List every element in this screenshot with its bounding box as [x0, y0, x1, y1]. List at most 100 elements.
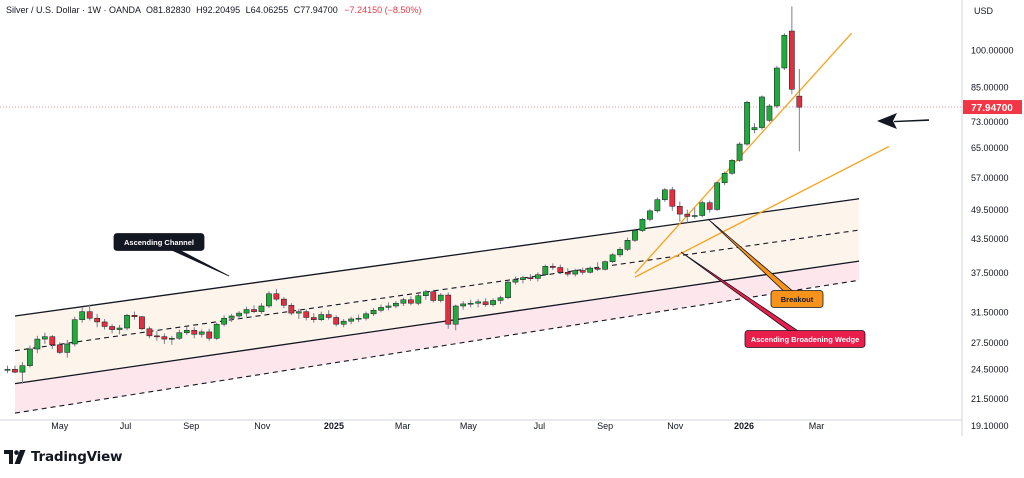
- candle: [691, 207, 698, 219]
- candle-body: [318, 314, 325, 320]
- candle: [632, 228, 638, 242]
- time-tick-label: Mar: [809, 421, 825, 431]
- lower-band-fill: [14, 261, 860, 414]
- time-tick-label: May: [460, 421, 478, 431]
- candle-body: [176, 332, 183, 339]
- candle-body: [146, 328, 153, 337]
- candle: [340, 318, 347, 328]
- candle-body: [617, 249, 623, 256]
- candle: [303, 309, 310, 321]
- candle: [378, 304, 384, 313]
- brand[interactable]: TradingView: [4, 449, 123, 465]
- candle: [520, 275, 526, 284]
- candle-body: [4, 369, 11, 371]
- candle-body: [378, 307, 384, 311]
- candle-body: [482, 301, 489, 305]
- candle-body: [691, 215, 698, 217]
- candle: [34, 335, 41, 354]
- time-tick-label: 2025: [324, 421, 344, 431]
- candle-body: [662, 189, 668, 200]
- candle-body: [505, 281, 511, 299]
- ohlc-open: O81.82830: [146, 5, 191, 15]
- candle-body: [699, 202, 706, 216]
- candle-body: [654, 199, 661, 212]
- wedge-callout: Ascending Broadening Wedge: [680, 251, 866, 348]
- candle-body: [206, 331, 213, 339]
- candle-body: [131, 315, 138, 317]
- candle: [564, 268, 571, 277]
- wedge-callout-box: [744, 330, 866, 348]
- candle: [393, 301, 399, 309]
- candle-body: [348, 318, 354, 322]
- candle: [751, 123, 758, 134]
- candle: [161, 333, 168, 344]
- candle-body: [796, 95, 803, 108]
- candle-body: [86, 311, 93, 319]
- candle: [744, 100, 750, 146]
- ohlc-change: −7.24150 (−8.50%): [344, 5, 422, 15]
- candle: [497, 295, 504, 304]
- candle: [505, 280, 511, 300]
- candle-body: [781, 34, 788, 69]
- price-tick-label: 27.50000: [971, 338, 1009, 348]
- candle-body: [437, 294, 444, 301]
- candle-body: [549, 266, 556, 268]
- brand-name: TradingView: [31, 449, 123, 465]
- wedge-upper-line: [634, 32, 853, 274]
- candle: [42, 332, 48, 344]
- candle-body: [183, 330, 190, 333]
- candle: [79, 307, 86, 323]
- candle: [266, 291, 272, 309]
- candle: [4, 365, 11, 374]
- candle: [512, 276, 519, 285]
- candle: [460, 301, 467, 310]
- price-tick-label: 65.00000: [971, 143, 1009, 153]
- candle: [146, 326, 153, 339]
- candle-body: [243, 309, 250, 314]
- candle-body: [774, 67, 780, 107]
- candle-body: [109, 326, 115, 330]
- candle-body: [744, 102, 750, 145]
- currency-label[interactable]: USD: [974, 6, 994, 16]
- candle-body: [281, 298, 287, 306]
- time-tick-label: Nov: [254, 421, 271, 431]
- candle: [736, 142, 743, 162]
- candle: [288, 303, 295, 316]
- candle: [183, 326, 190, 336]
- candle-body: [751, 127, 758, 131]
- candle-body: [154, 335, 160, 338]
- candle-body: [729, 160, 735, 174]
- candle-body: [572, 270, 579, 275]
- candle: [56, 342, 63, 355]
- candle: [168, 335, 175, 345]
- candle: [557, 264, 564, 275]
- price-tick-label: 21.50000: [971, 394, 1009, 404]
- price-tick-label: 100.00000: [971, 46, 1014, 56]
- candle: [527, 274, 534, 281]
- candle-body: [736, 143, 743, 161]
- candle: [228, 313, 235, 322]
- candle: [64, 339, 71, 358]
- candle: [19, 362, 26, 384]
- candle-body: [789, 30, 795, 90]
- time-tick-label: Jul: [534, 421, 546, 431]
- candle: [206, 328, 213, 341]
- candle-body: [422, 291, 429, 296]
- candle: [415, 293, 422, 306]
- candle: [579, 267, 586, 275]
- candle-body: [490, 300, 496, 305]
- candle: [385, 302, 392, 311]
- candle: [669, 186, 676, 211]
- candle: [430, 289, 437, 303]
- candle-body: [714, 182, 720, 210]
- candle: [295, 308, 302, 319]
- candle-body: [624, 240, 631, 250]
- candle-body: [452, 305, 459, 325]
- candle: [445, 292, 452, 329]
- candle: [86, 304, 93, 321]
- candle-body: [94, 317, 100, 323]
- last-price-label: 77.94700: [971, 103, 1013, 114]
- candle-body: [467, 302, 474, 305]
- candle: [408, 296, 414, 306]
